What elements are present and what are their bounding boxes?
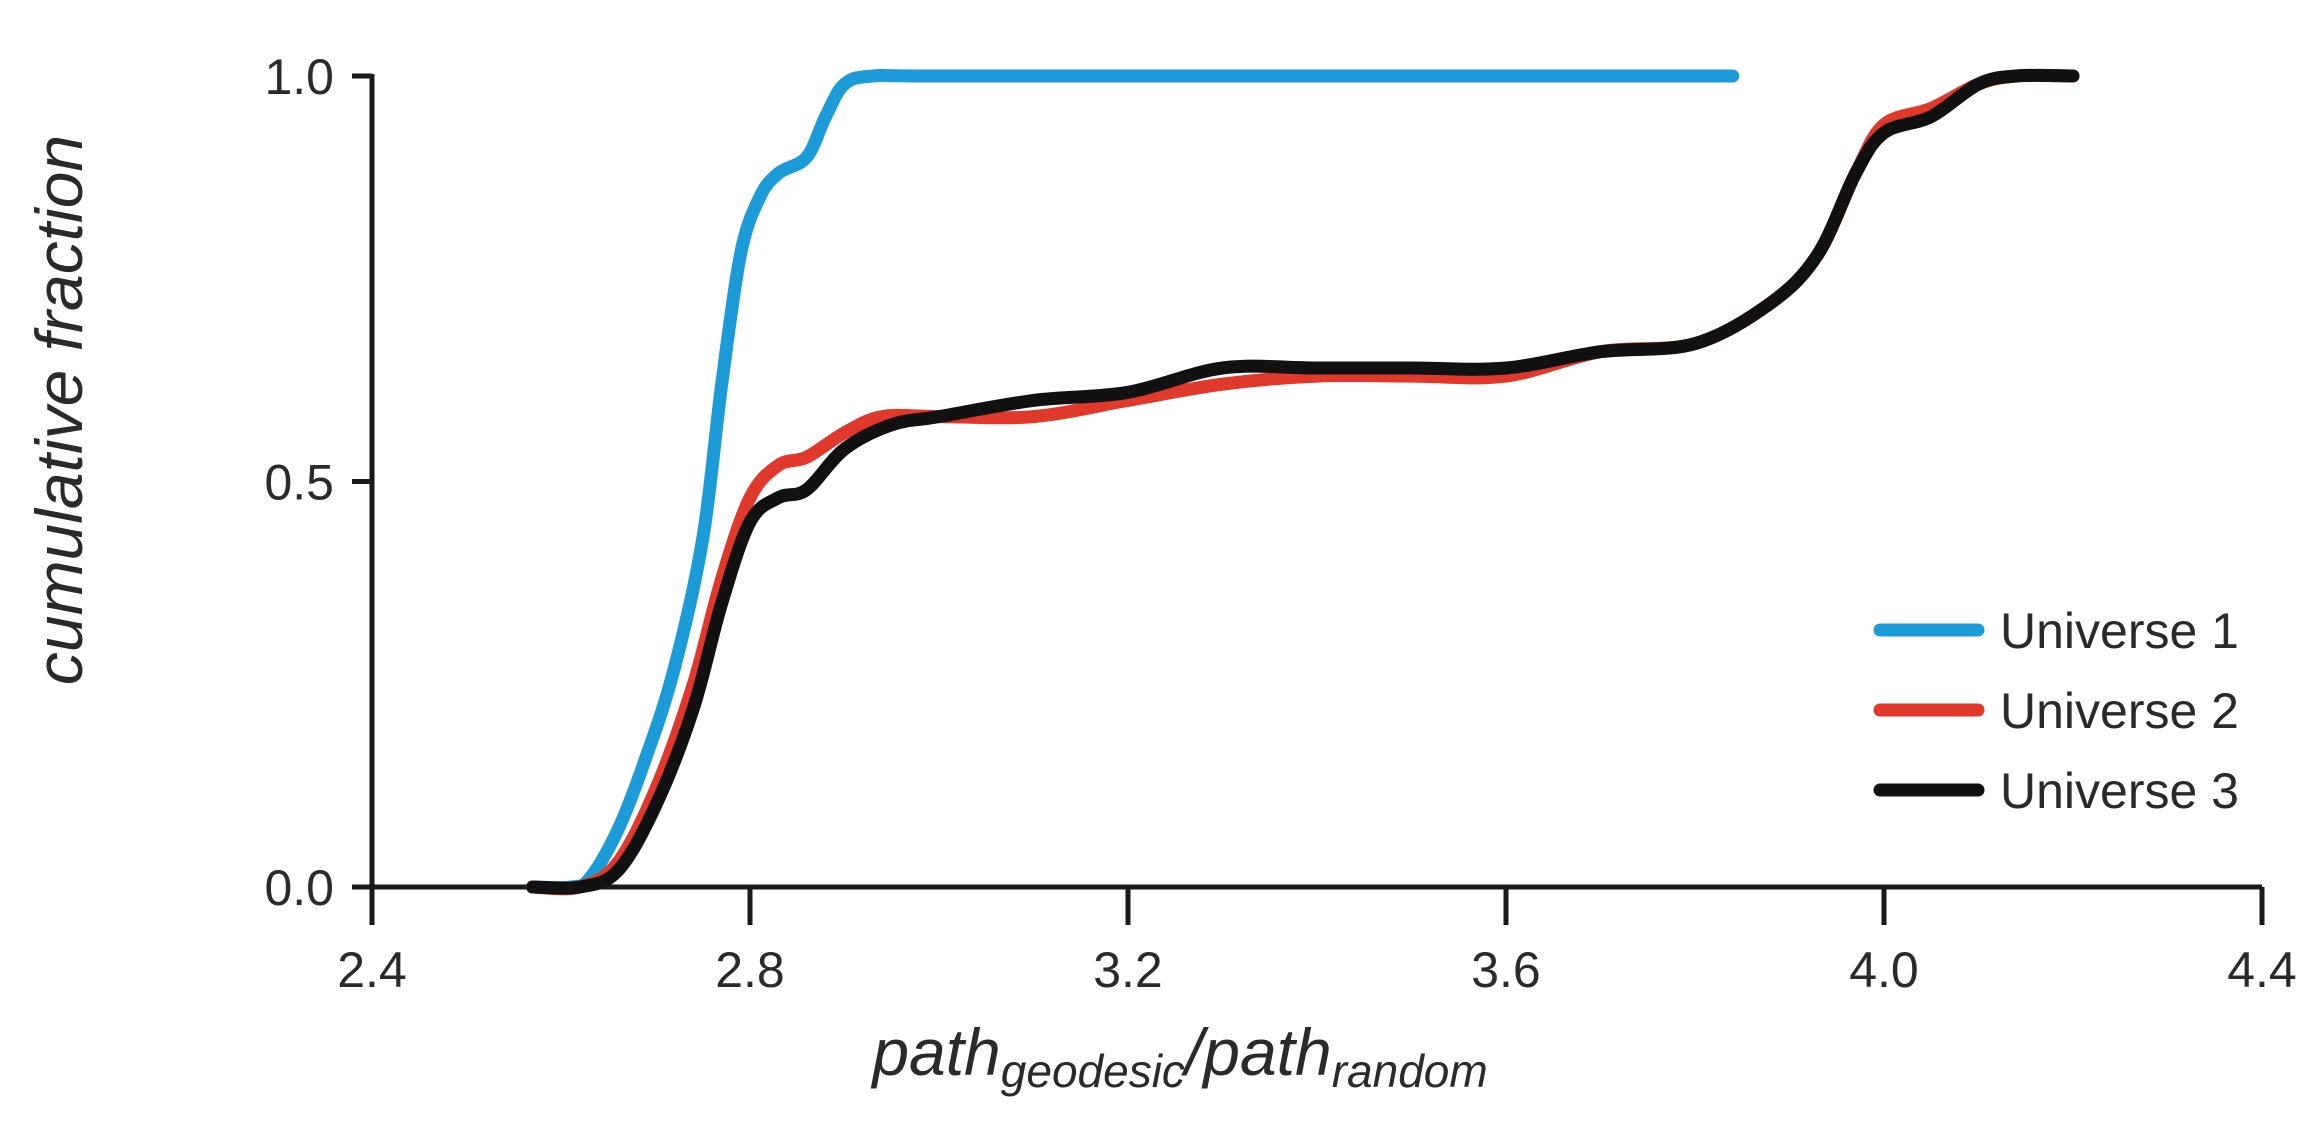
x-axis-title-separator: /path: [1181, 1015, 1332, 1089]
series-lines: [526, 68, 2080, 896]
x-tick-label: 3.6: [1471, 942, 1541, 998]
x-axis-title-main: path: [870, 1015, 1000, 1089]
x-axis-title: pathgeodesic/pathrandom: [870, 1015, 1487, 1097]
y-axis-title: cumulative fraction: [22, 135, 96, 685]
x-tick-label: 2.8: [715, 942, 785, 998]
x-tick-label: 2.4: [337, 942, 407, 998]
x-tick-label: 4.0: [1849, 942, 1919, 998]
series-line-universe-1: [526, 68, 1740, 895]
series-line-universe-3: [526, 68, 2080, 895]
legend-label-universe-1: Universe 1: [2000, 603, 2239, 659]
ticks: 2.4 2.8 3.2 3.6 4.0 4.4 0.0 0.5 1.0: [264, 49, 2296, 998]
legend-label-universe-3: Universe 3: [2000, 763, 2239, 819]
x-axis-title-sub-geodesic: geodesic: [1001, 1045, 1185, 1097]
x-tick-label: 4.4: [2227, 942, 2297, 998]
x-axis-title-sub-random: random: [1332, 1045, 1488, 1097]
legend-label-universe-2: Universe 2: [2000, 683, 2239, 739]
legend: Universe 1 Universe 2 Universe 3: [1873, 603, 2239, 819]
y-tick-label: 1.0: [264, 49, 334, 105]
y-tick-label: 0.5: [264, 455, 334, 511]
y-tick-label: 0.0: [264, 860, 334, 916]
x-tick-label: 3.2: [1093, 942, 1163, 998]
